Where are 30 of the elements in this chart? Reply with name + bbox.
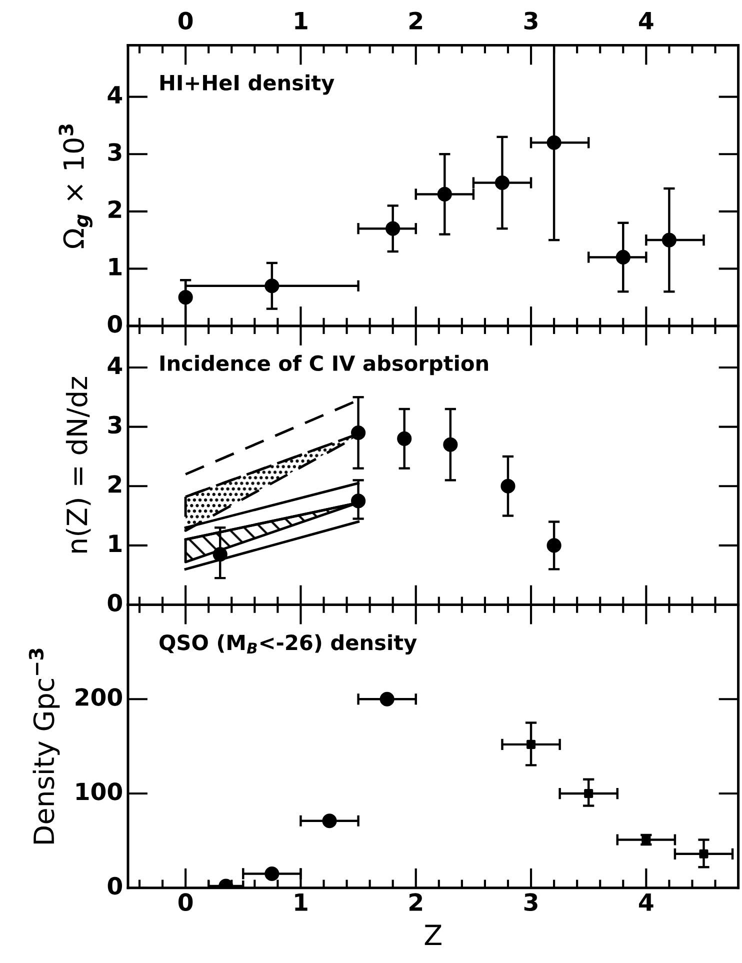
x-tick-label: 0: [178, 893, 193, 912]
y-axis-title: Ω$_{g}$ × 10$^{3}$: [58, 124, 92, 248]
x-axis-title: Z: [424, 924, 442, 946]
x2-tick-label: 4: [639, 12, 654, 30]
annotation: HI+HeI density: [160, 74, 334, 95]
x2-tick-label: 0: [178, 12, 193, 30]
y-tick-label: 2: [108, 475, 122, 493]
y-axis-title: n(Z) = dN/dz: [66, 376, 91, 552]
y-tick-label: 1: [109, 258, 122, 276]
y-tick-label: 0: [108, 314, 122, 333]
annotation: Incidence of C IV absorption: [160, 354, 488, 376]
annotation: QSO (M$_{B}$<-26) density: [160, 634, 417, 655]
x-tick-label: 1: [295, 893, 308, 911]
x2-tick-label: 1: [295, 12, 308, 30]
y-tick-label: 4: [108, 356, 122, 374]
x2-tick-label: 2: [410, 12, 422, 30]
y-tick-label: 4: [108, 86, 122, 104]
x-tick-label: 3: [524, 893, 538, 912]
y-tick-label: 3: [108, 143, 122, 161]
x-tick-label: 2: [410, 893, 422, 911]
y-tick-label: 200: [76, 688, 122, 706]
y-tick-label: 100: [76, 782, 122, 800]
y-tick-label: 0: [108, 876, 122, 895]
x-tick-label: 4: [639, 893, 654, 911]
x2-tick-label: 3: [524, 12, 538, 30]
y-tick-label: 3: [108, 416, 122, 434]
y-tick-label: 2: [108, 200, 122, 218]
y-axis-title: Density Gpc$^{−3}$: [28, 648, 60, 844]
y-tick-label: 1: [109, 534, 122, 552]
y-tick-label: 0: [108, 594, 122, 612]
